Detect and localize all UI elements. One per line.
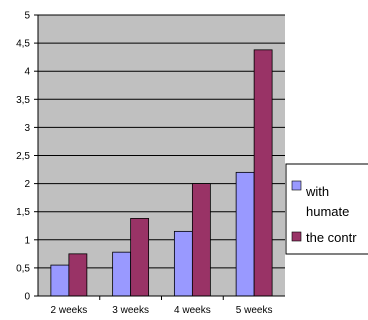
y-tick-label: 2,5 xyxy=(16,151,30,162)
y-tick-label: 4 xyxy=(24,67,30,78)
bar-series-1-cat-2 xyxy=(191,183,211,297)
y-tick-label: 1 xyxy=(24,235,30,246)
y-tick-label: 1,5 xyxy=(16,207,30,218)
bar-series-0-cat-2 xyxy=(173,230,193,297)
x-tick-label: 3 weeks xyxy=(112,305,149,316)
legend: with humate the contr xyxy=(285,163,368,255)
y-axis-ticks: 0 0,5 1 1,5 2 2,5 3 3,5 4 4,5 5 xyxy=(16,11,38,303)
bar-series-1-cat-0 xyxy=(68,253,88,297)
y-tick-label: 3,5 xyxy=(16,95,30,106)
legend-label-with: with xyxy=(305,184,329,199)
bars xyxy=(50,49,273,297)
y-tick-label: 5 xyxy=(24,11,30,22)
bar-series-1-cat-1 xyxy=(130,218,150,297)
legend-label-humate: humate xyxy=(306,204,349,219)
y-tick-label: 3 xyxy=(24,123,30,134)
legend-label-1: the contr xyxy=(306,230,357,245)
x-tick-label: 4 weeks xyxy=(174,305,211,316)
x-tick-label: 5 weeks xyxy=(236,305,273,316)
bar-series-0-cat-0 xyxy=(50,264,70,297)
bar-series-0-cat-3 xyxy=(235,171,255,297)
y-tick-label: 4,5 xyxy=(16,39,30,50)
y-tick-label: 0 xyxy=(24,292,30,303)
gridlines xyxy=(38,14,285,269)
bar-series-0-cat-1 xyxy=(112,251,132,297)
x-axis-ticks: 2 weeks 3 weeks 4 weeks 5 weeks xyxy=(51,296,273,316)
y-tick-label: 2 xyxy=(24,179,30,190)
legend-swatch-0 xyxy=(291,180,302,191)
x-tick-label: 2 weeks xyxy=(51,305,88,316)
legend-swatch-1 xyxy=(291,231,302,242)
y-tick-label: 0,5 xyxy=(16,263,30,274)
bar-series-1-cat-3 xyxy=(253,49,273,297)
